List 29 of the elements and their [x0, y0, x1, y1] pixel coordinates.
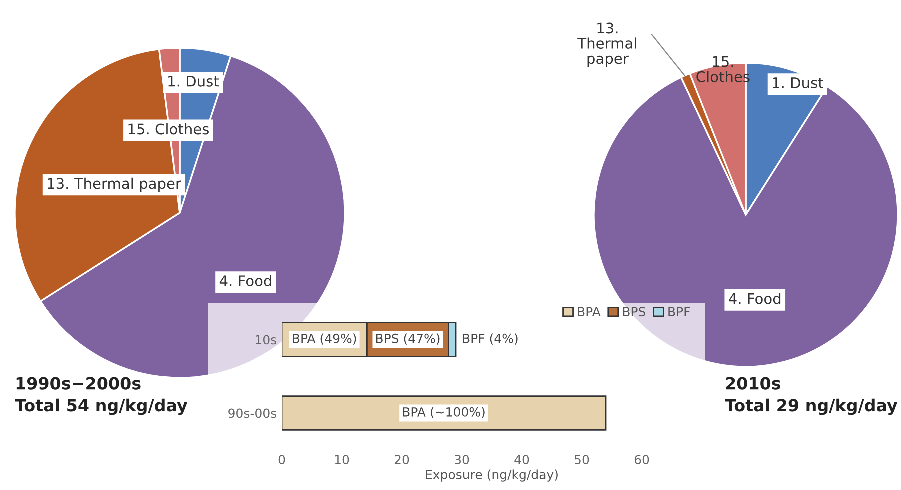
x-tick-label: 50: [575, 455, 590, 465]
slice-label: 15. Clothes: [128, 123, 209, 135]
legend-label: BPF: [668, 307, 690, 316]
x-tick-label: 20: [394, 455, 410, 465]
y-tick-label: 10s: [256, 335, 277, 345]
x-tick-label: 30: [455, 455, 470, 465]
annotation: BPA (~100%): [403, 407, 485, 418]
slice-label: 13. Thermal paper: [578, 22, 636, 68]
annotation: BPF (4%): [463, 334, 518, 345]
slice-label: 13. Thermal paper: [48, 178, 182, 192]
annotation: BPA (49%): [293, 334, 356, 345]
x-axis-title: Exposure (ng/kg/day): [426, 470, 558, 482]
x-tick-label: 40: [514, 455, 530, 465]
y-tick-label: 90s-00s: [228, 408, 277, 418]
slice-label: 4. Food: [729, 293, 781, 304]
bar: [282, 396, 607, 431]
x-tick-label: 10: [335, 455, 350, 465]
text: 1990s−2000s: [16, 377, 141, 390]
slice-label: 4. Food: [220, 275, 272, 287]
text: 2010s: [726, 377, 781, 390]
slice-label: 1. Dust: [168, 76, 220, 87]
legend-label: BPS: [623, 307, 646, 317]
text: Total 54 ng/kg/day: [15, 398, 188, 416]
x-tick-label: 0: [278, 455, 286, 465]
legend-label: BPA: [578, 307, 601, 316]
slice-label: 1. Dust: [773, 78, 824, 89]
annotation: BPS (47%): [376, 334, 440, 345]
text: Total 29 ng/kg/day: [725, 398, 898, 416]
x-tick-label: 60: [634, 455, 650, 465]
